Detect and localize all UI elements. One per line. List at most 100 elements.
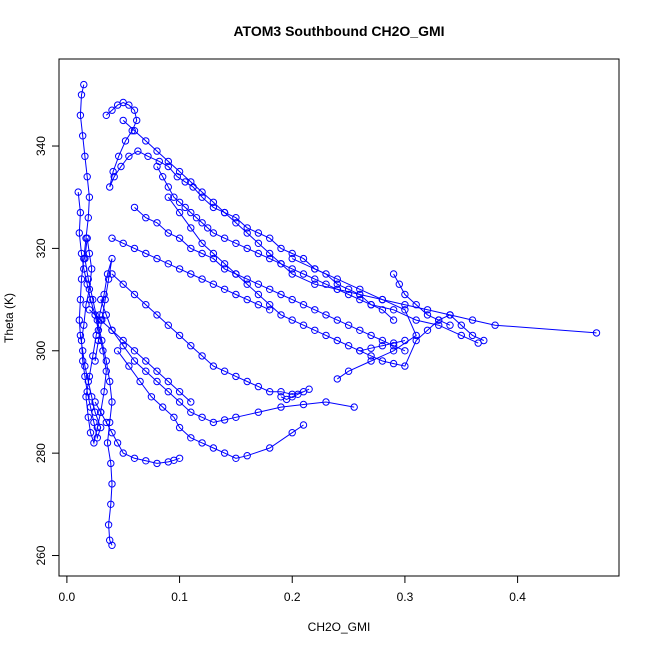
data-point <box>198 239 206 248</box>
data-point <box>389 339 398 347</box>
data-point <box>84 275 93 283</box>
data-point <box>209 203 218 212</box>
data-point <box>119 342 127 350</box>
data-point <box>103 270 112 278</box>
data-point <box>322 270 330 278</box>
data-point <box>401 290 409 299</box>
data-point <box>108 326 116 334</box>
data-point <box>344 285 353 293</box>
data-point <box>423 306 432 314</box>
series-line-6 <box>167 196 406 352</box>
data-point <box>232 372 240 381</box>
data-point <box>232 239 240 248</box>
data-point <box>84 214 93 222</box>
data-point <box>83 234 91 242</box>
data-point <box>142 301 150 309</box>
series-line-16 <box>393 273 451 326</box>
data-point <box>153 311 161 319</box>
data-point <box>220 208 229 217</box>
series-line-15 <box>359 314 485 367</box>
data-point <box>130 454 139 462</box>
data-point <box>79 347 87 355</box>
data-point <box>164 162 173 171</box>
data-point <box>367 331 375 340</box>
x-tick-label: 0.3 <box>397 590 414 604</box>
data-point <box>254 249 263 258</box>
data-point <box>102 111 111 120</box>
data-point <box>164 260 173 268</box>
data-point <box>266 388 274 396</box>
data-point <box>266 301 274 309</box>
data-point <box>76 331 85 340</box>
data-point <box>108 234 116 242</box>
data-point <box>378 342 387 350</box>
data-point <box>83 280 91 288</box>
data-point <box>356 347 364 355</box>
series-line-14 <box>291 258 417 380</box>
data-point <box>84 413 93 421</box>
data-point <box>153 219 161 227</box>
data-point <box>243 377 251 386</box>
data-point <box>333 375 341 383</box>
data-point <box>389 347 398 355</box>
y-tick-label: 320 <box>34 238 48 258</box>
data-point <box>80 265 88 273</box>
data-point <box>100 388 108 396</box>
data-point <box>435 321 443 329</box>
data-point <box>77 249 86 258</box>
data-point <box>128 127 136 135</box>
data-point <box>77 336 86 345</box>
data-point <box>423 326 432 334</box>
data-point <box>288 265 296 273</box>
data-point <box>333 316 341 324</box>
data-point <box>367 352 375 360</box>
data-point <box>367 357 375 365</box>
data-point <box>125 362 133 370</box>
data-point <box>88 393 96 401</box>
data-point <box>288 270 296 278</box>
data-point <box>175 388 184 396</box>
data-point <box>170 413 178 421</box>
data-point <box>311 326 319 334</box>
data-point <box>266 306 274 314</box>
data-point <box>350 403 358 411</box>
data-point <box>322 280 330 288</box>
data-point <box>144 152 152 161</box>
data-point <box>187 408 195 416</box>
data-point <box>119 336 127 345</box>
data-point <box>102 367 111 375</box>
data-point <box>104 521 113 529</box>
data-point <box>153 254 161 263</box>
data-point <box>107 500 115 508</box>
data-point <box>164 321 173 329</box>
series-line-5 <box>156 166 479 344</box>
data-point <box>89 295 97 304</box>
data-point <box>187 398 195 406</box>
data-point <box>97 408 105 416</box>
y-tick-label: 260 <box>34 545 48 565</box>
data-point <box>389 342 398 350</box>
data-point <box>198 352 206 360</box>
data-point <box>164 193 173 201</box>
data-point <box>130 347 139 355</box>
data-point <box>232 270 240 278</box>
data-point <box>93 423 102 432</box>
data-point <box>153 459 161 468</box>
data-point <box>243 275 251 283</box>
data-point <box>220 416 229 424</box>
y-tick-label: 280 <box>34 443 48 463</box>
data-point <box>254 239 263 248</box>
data-point <box>389 270 398 278</box>
data-point <box>333 285 341 293</box>
data-point <box>175 198 184 207</box>
data-point <box>266 254 274 263</box>
data-point <box>209 444 218 452</box>
data-point <box>277 311 285 319</box>
data-point <box>254 280 263 288</box>
data-point <box>142 367 150 375</box>
x-axis-label: CH2O_GMI <box>308 620 371 634</box>
data-point <box>344 367 353 375</box>
data-point <box>81 372 89 381</box>
data-point <box>288 390 296 398</box>
data-point <box>108 480 116 488</box>
